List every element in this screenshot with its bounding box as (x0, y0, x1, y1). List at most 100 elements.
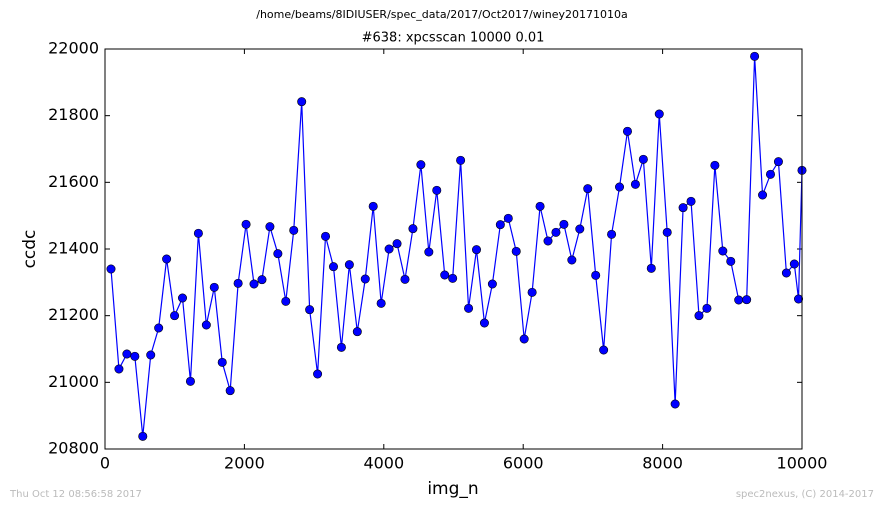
data-point (646, 263, 656, 273)
data-point (448, 273, 458, 283)
data-point (328, 262, 338, 272)
plot-frame (104, 48, 803, 450)
data-point (583, 184, 593, 194)
data-point (638, 154, 648, 164)
data-point (678, 203, 688, 213)
data-point (662, 227, 672, 237)
x-tick-label: 0 (100, 454, 110, 473)
data-line (110, 56, 803, 437)
data-point (392, 239, 402, 249)
data-point (249, 279, 259, 289)
data-point (654, 109, 664, 119)
data-point (535, 201, 545, 211)
y-tick-label: 21800 (48, 105, 99, 124)
data-point (122, 349, 132, 359)
data-point (257, 275, 267, 285)
data-point (321, 231, 331, 241)
data-point (209, 282, 219, 292)
data-point (591, 270, 601, 280)
data-point (479, 318, 489, 328)
data-point (273, 249, 283, 259)
data-point (289, 225, 299, 235)
data-point (305, 305, 315, 315)
data-point (559, 219, 569, 229)
data-point (241, 219, 251, 229)
data-point (344, 260, 354, 270)
y-axis-label: ccdc (20, 230, 40, 269)
file-path: /home/beams/8IDIUSER/spec_data/2017/Oct2… (256, 8, 628, 21)
data-point (734, 295, 744, 305)
data-point (178, 293, 188, 303)
data-point (472, 245, 482, 255)
data-point (710, 160, 720, 170)
data-point (440, 270, 450, 280)
data-point (313, 369, 323, 379)
x-tick-label: 10000 (777, 454, 828, 473)
y-tick-label: 21000 (48, 372, 99, 391)
data-point (487, 279, 497, 289)
x-axis-label: img_n (427, 479, 478, 499)
data-point (750, 51, 760, 61)
data-point (495, 220, 505, 230)
data-point (424, 247, 434, 257)
data-point (670, 399, 680, 409)
data-point (575, 224, 585, 234)
data-point (106, 264, 116, 274)
data-point (773, 157, 783, 167)
chart-title: #638: xpcsscan 10000 0.01 (362, 31, 545, 46)
data-point (758, 190, 768, 200)
data-point (503, 213, 513, 223)
data-point (567, 255, 577, 265)
data-point (281, 296, 291, 306)
data-point (622, 126, 632, 136)
y-tick-label: 21600 (48, 172, 99, 191)
y-tick-label: 20800 (48, 439, 99, 458)
data-point (607, 229, 617, 239)
data-point (694, 311, 704, 321)
data-point (201, 320, 211, 330)
data-point (519, 334, 529, 344)
x-tick-label: 4000 (363, 454, 404, 473)
data-point (781, 268, 791, 278)
data-point (543, 236, 553, 246)
data-point (599, 345, 609, 355)
data-point (297, 97, 307, 107)
data-point (154, 323, 164, 333)
data-point (527, 287, 537, 297)
data-point (551, 227, 561, 237)
data-point (233, 278, 243, 288)
x-tick-label: 6000 (503, 454, 544, 473)
data-point (114, 364, 124, 374)
data-point (416, 160, 426, 170)
data-point (464, 303, 474, 313)
footer-date: Thu Oct 12 08:56:58 2017 (9, 489, 142, 500)
data-point (511, 246, 521, 256)
data-point (615, 182, 625, 192)
footer-credit: spec2nexus, (C) 2014-2017 (736, 489, 874, 500)
data-point (432, 185, 442, 195)
data-point (726, 256, 736, 266)
data-point (794, 294, 804, 304)
data-point (408, 224, 418, 234)
data-point (384, 244, 394, 254)
data-point (217, 357, 227, 367)
data-point (130, 351, 140, 361)
data-point (185, 376, 195, 386)
y-tick-label: 22000 (48, 39, 99, 58)
data-point (146, 350, 156, 360)
data-point (193, 228, 203, 238)
data-point (162, 254, 172, 264)
y-tick-label: 21200 (48, 305, 99, 324)
data-point (336, 342, 346, 352)
data-point (702, 303, 712, 313)
data-point (352, 327, 362, 337)
data-point (456, 155, 466, 165)
data-point (360, 274, 370, 284)
data-point (138, 431, 148, 441)
data-point (400, 274, 410, 284)
data-point (789, 259, 799, 269)
data-point (265, 222, 275, 232)
data-point (718, 246, 728, 256)
data-point (170, 311, 180, 321)
